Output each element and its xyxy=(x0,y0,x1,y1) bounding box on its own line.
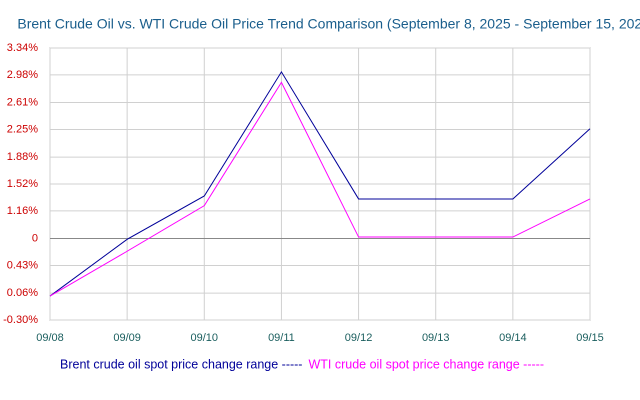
x-tick-label: 09/14 xyxy=(499,332,527,344)
x-tick-label: 09/09 xyxy=(113,332,141,344)
legend-entry: WTI crude oil spot price change range --… xyxy=(308,357,544,371)
y-tick-label: 1.16% xyxy=(7,205,38,217)
x-tick-label: 09/15 xyxy=(576,332,604,344)
y-tick-label: 0.06% xyxy=(7,287,38,299)
x-tick-label: 09/10 xyxy=(191,332,219,344)
x-tick-label: 09/12 xyxy=(345,332,373,344)
y-tick-label: -0.30% xyxy=(3,314,38,326)
y-tick-label: 2.98% xyxy=(7,69,38,81)
series-line xyxy=(49,70,591,297)
x-tick-label: 09/11 xyxy=(268,332,295,344)
series-line xyxy=(49,81,591,297)
legend-entry: Brent crude oil spot price change range … xyxy=(60,357,302,371)
y-tick-label: 1.52% xyxy=(7,178,38,190)
y-tick-label: 2.25% xyxy=(7,123,38,135)
y-tick-label: 3.34% xyxy=(7,42,38,54)
x-tick-label: 09/13 xyxy=(422,332,450,344)
y-tick-label: 0 xyxy=(32,232,38,244)
chart-title: Brent Crude Oil vs. WTI Crude Oil Price … xyxy=(17,16,640,32)
y-tick-label: 1.88% xyxy=(7,151,38,163)
y-tick-label: 2.61% xyxy=(7,96,38,108)
x-tick-label: 09/08 xyxy=(36,332,64,344)
y-tick-label: 0.43% xyxy=(7,259,38,271)
